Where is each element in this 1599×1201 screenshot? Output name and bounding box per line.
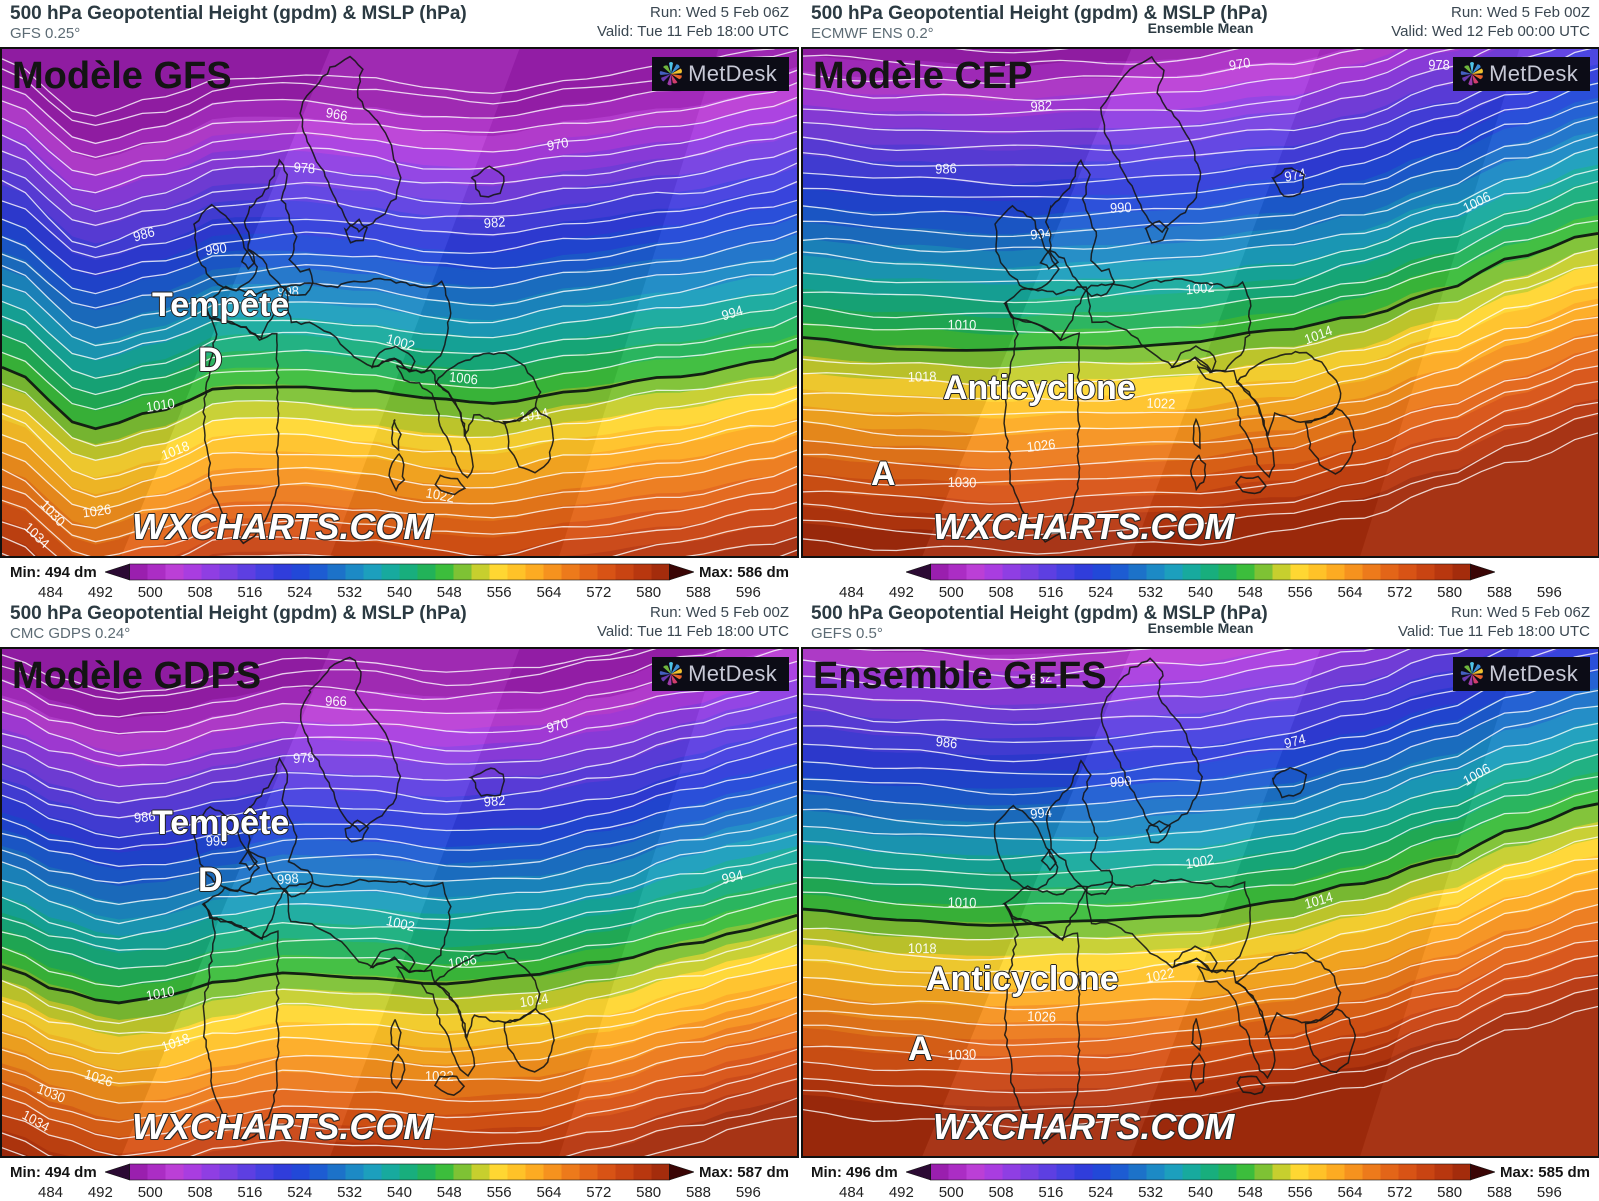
- svg-text:982: 982: [1030, 98, 1052, 115]
- svg-text:1018: 1018: [908, 369, 937, 385]
- svg-text:1010: 1010: [948, 317, 977, 333]
- svg-text:990: 990: [1110, 199, 1132, 216]
- svg-text:1030: 1030: [948, 474, 977, 490]
- svg-text:982: 982: [483, 214, 506, 231]
- svg-text:1002: 1002: [1185, 279, 1215, 297]
- svg-text:1006: 1006: [448, 369, 478, 388]
- svg-text:1018: 1018: [908, 941, 937, 957]
- svg-text:986: 986: [935, 734, 958, 752]
- svg-text:978: 978: [293, 159, 315, 176]
- svg-text:990: 990: [204, 240, 227, 259]
- svg-text:978: 978: [1428, 57, 1450, 73]
- svg-text:1010: 1010: [948, 894, 977, 910]
- svg-text:966: 966: [325, 693, 347, 709]
- svg-text:986: 986: [935, 161, 957, 177]
- svg-text:1026: 1026: [1027, 1008, 1056, 1025]
- svg-text:1030: 1030: [947, 1046, 976, 1063]
- svg-text:994: 994: [1030, 804, 1053, 822]
- svg-text:1022: 1022: [1146, 395, 1175, 412]
